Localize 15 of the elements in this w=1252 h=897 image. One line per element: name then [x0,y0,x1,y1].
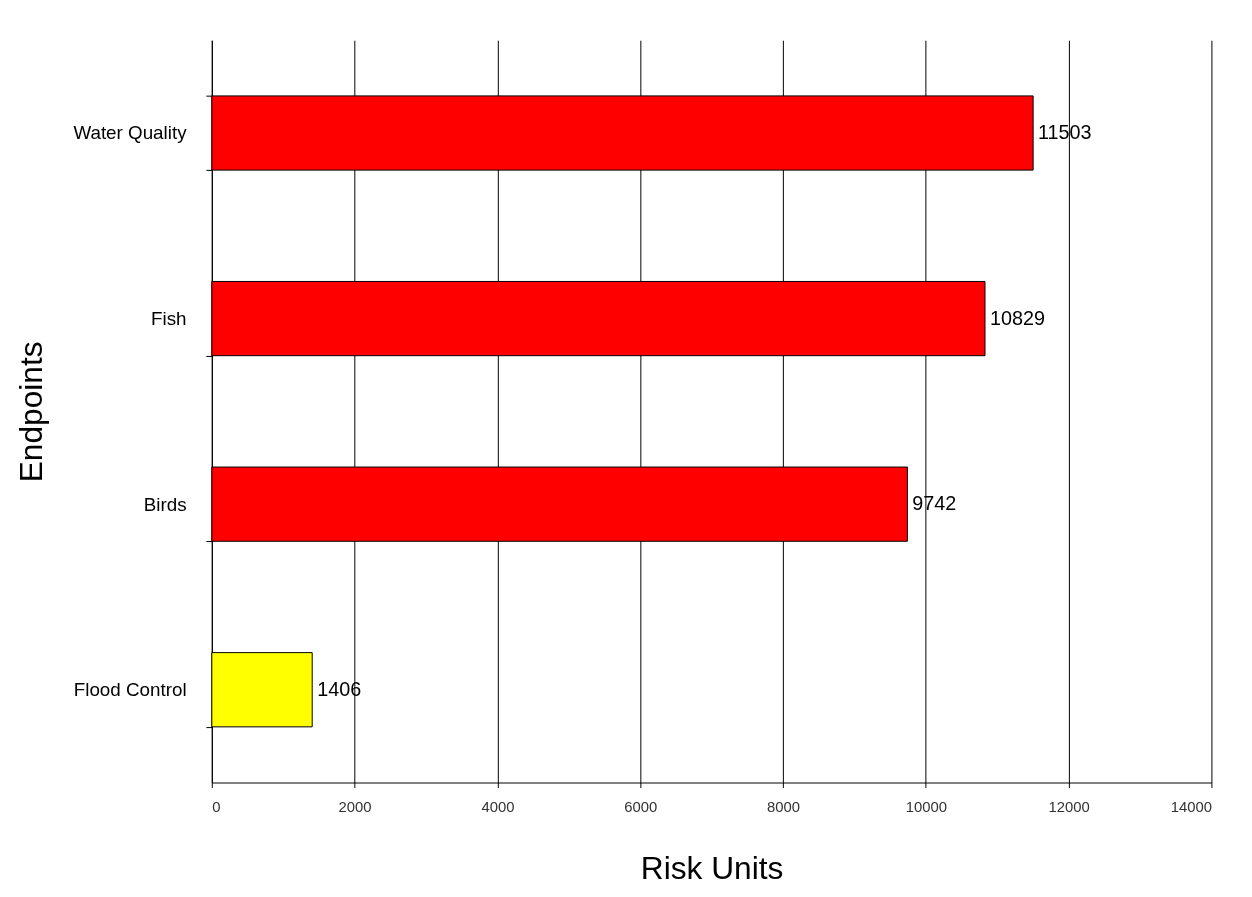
x-tick-label: 4000 [481,798,515,815]
y-tick-label: Birds [143,493,187,515]
data-label: 10829 [989,306,1045,329]
x-tick-label: 2000 [338,798,372,815]
y-tick-label: Water Quality [73,122,188,144]
y-axis-title: Endpoints [12,341,49,483]
y-tick-label: Fish [151,308,187,330]
x-tick-label: 12000 [1048,798,1090,815]
x-tick-label: 14000 [1170,798,1212,815]
x-tick-label: 8000 [767,798,801,815]
y-tick-label: Flood Control [73,679,187,701]
x-tick-label: 6000 [624,798,658,815]
x-axis-title: Risk Units [640,850,784,887]
x-tick-label: 10000 [905,798,947,815]
x-tick-label: 0 [212,798,221,815]
